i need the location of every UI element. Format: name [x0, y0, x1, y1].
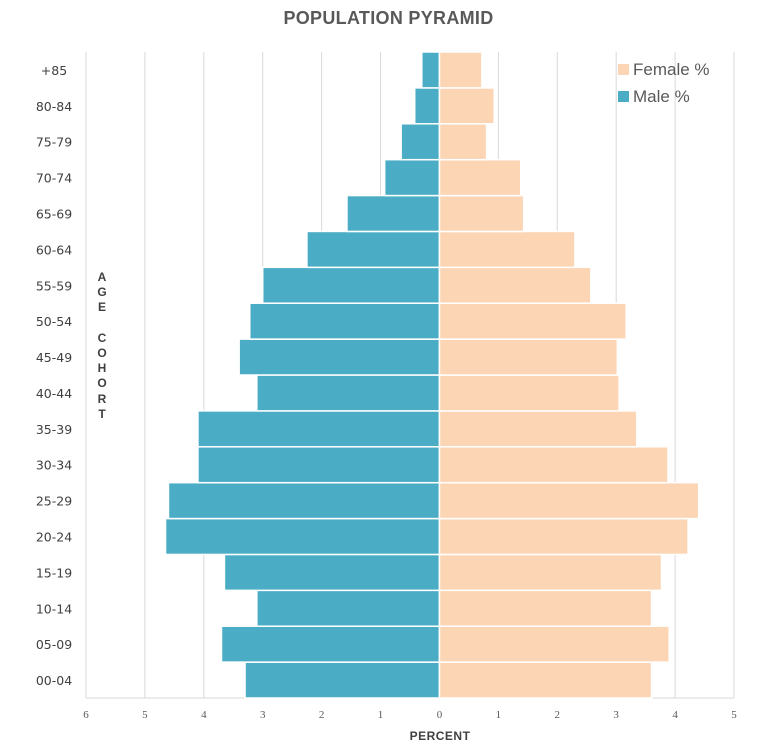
bar-male	[238, 338, 441, 376]
bar-female	[438, 87, 495, 125]
bar-female	[438, 194, 525, 233]
chart-title: POPULATION PYRAMID	[283, 8, 494, 28]
y-tick-label: 65-69	[36, 207, 72, 222]
bar-female	[438, 51, 483, 89]
bar-female	[438, 266, 592, 304]
bar-female	[438, 625, 670, 663]
x-tick-label: 4	[672, 709, 678, 721]
bar-male	[256, 374, 441, 412]
bar-male	[421, 51, 441, 89]
bar-male	[413, 87, 441, 125]
y-tick-label: 35-39	[36, 422, 72, 437]
bar-male	[249, 302, 441, 340]
legend-item-female: Female %	[618, 56, 710, 83]
y-axis-title: A G E C O H O R T	[97, 270, 107, 421]
bar-male	[346, 194, 441, 233]
bar-male	[383, 158, 441, 197]
bar-female	[438, 158, 522, 197]
bar-female	[438, 123, 488, 161]
bar-male	[223, 553, 441, 592]
bar-female	[438, 553, 663, 592]
y-tick-label: 45-49	[36, 350, 72, 365]
legend-swatch-female	[618, 64, 629, 75]
bar-female	[438, 517, 689, 556]
bar-female	[438, 338, 619, 376]
x-axis-title: PERCENT	[409, 729, 471, 743]
bar-female	[438, 302, 627, 340]
y-tick-label: 40-44	[36, 386, 72, 401]
bar-male	[244, 661, 441, 699]
y-tick-label: 50-54	[36, 314, 72, 329]
x-tick-label: 3	[613, 709, 619, 721]
bar-female	[438, 374, 620, 412]
bar-female	[438, 446, 669, 484]
legend-item-male: Male %	[618, 83, 710, 110]
x-tick-label: 3	[260, 709, 266, 721]
bar-male	[261, 266, 441, 304]
x-tick-label: 4	[201, 709, 207, 721]
y-tick-label: 00-04	[36, 673, 72, 688]
x-tick-label: 5	[142, 709, 148, 721]
bar-male	[167, 481, 441, 520]
bar-male	[256, 589, 441, 627]
bar-male	[197, 410, 441, 448]
y-tick-label: 10-14	[36, 601, 72, 616]
x-tick-label: 2	[555, 709, 561, 721]
x-tick-label: 2	[319, 709, 325, 721]
bar-female	[438, 230, 576, 269]
y-tick-label: +85	[41, 63, 67, 78]
y-tick-label: 20-24	[36, 530, 72, 545]
x-tick-label: 1	[378, 709, 384, 721]
y-tick-label: 70-74	[36, 171, 72, 186]
bar-male	[197, 446, 441, 484]
y-tick-label: 15-19	[36, 565, 72, 580]
x-tick-label: 0	[437, 709, 443, 721]
y-tick-label: 55-59	[36, 278, 72, 293]
bar-female	[438, 481, 700, 520]
legend-label-male: Male %	[633, 86, 690, 106]
x-tick-label: 1	[496, 709, 502, 721]
x-tick-label: 6	[83, 709, 89, 721]
x-tick-label: 5	[731, 709, 737, 721]
y-tick-label: 05-09	[36, 637, 72, 652]
bar-male	[220, 625, 441, 663]
y-tick-label: 60-64	[36, 242, 72, 257]
bar-female	[438, 661, 653, 699]
y-tick-label: 75-79	[36, 135, 72, 150]
bar-male	[164, 517, 441, 556]
legend-swatch-male	[618, 91, 629, 102]
legend: Female % Male %	[618, 56, 710, 110]
legend-label-female: Female %	[633, 59, 710, 79]
bar-male	[306, 230, 441, 269]
bar-female	[438, 589, 653, 627]
y-tick-label: 30-34	[36, 458, 72, 473]
bar-male	[400, 123, 441, 161]
y-tick-label: 25-29	[36, 494, 72, 509]
bar-female	[438, 410, 638, 448]
y-tick-label: 80-84	[36, 99, 72, 114]
